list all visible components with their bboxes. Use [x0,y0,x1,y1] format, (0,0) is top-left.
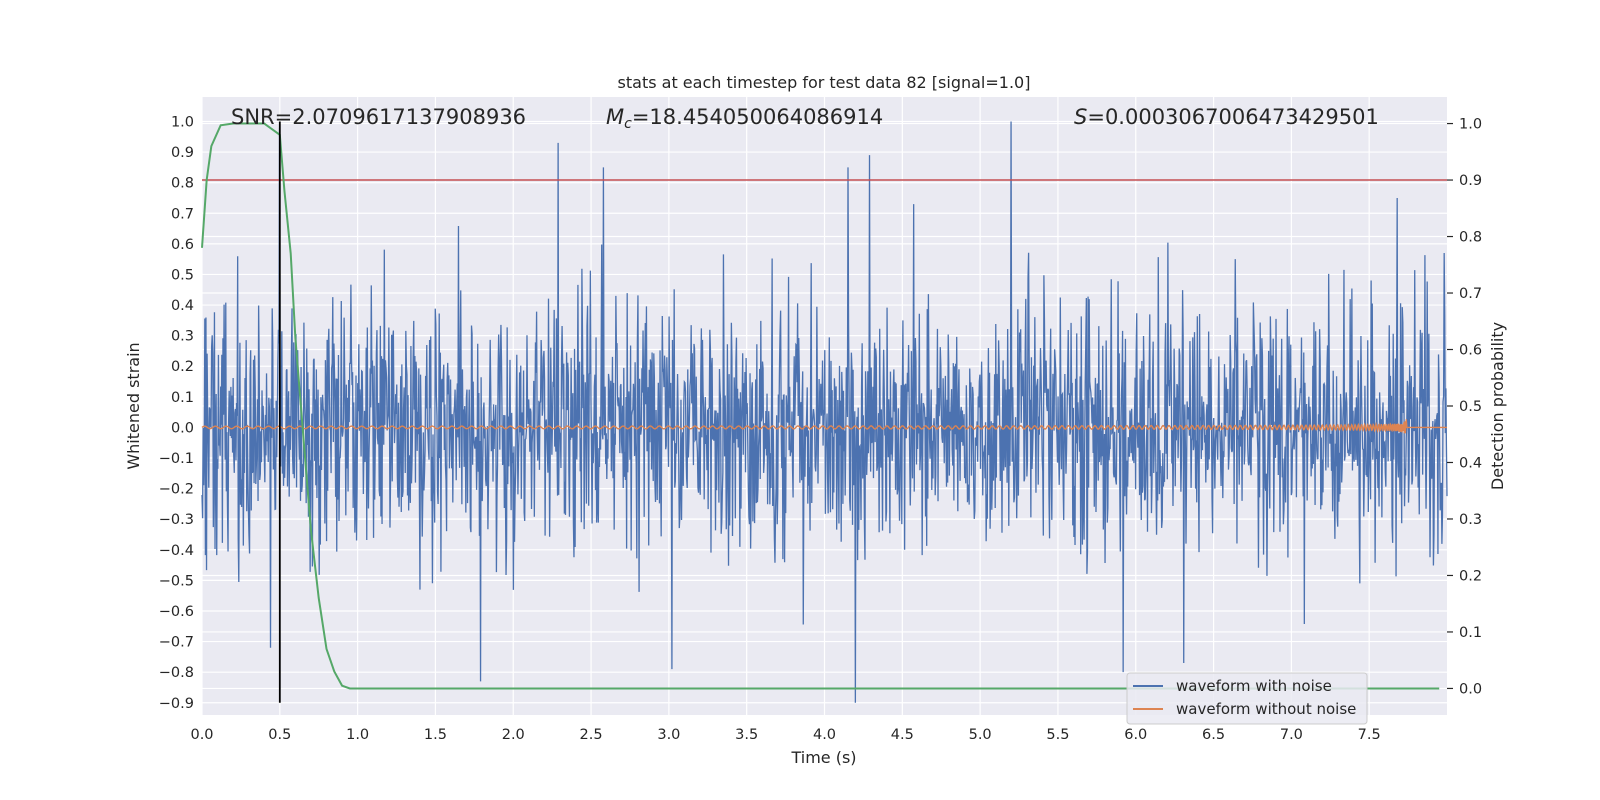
y-axis-title: Whitened strain [124,342,143,469]
chirp-mass-value: =18.454050064086914 [632,105,883,129]
x-tick-label: 6.5 [1202,727,1225,743]
s-symbol: S [1074,105,1087,129]
snr-stat: SNR=2.0709617137908936 [231,105,526,129]
waveform-without-noise-line [201,419,1447,434]
s-value: =0.0003067006473429501 [1087,105,1379,129]
x-tick-label: 2.5 [580,727,603,743]
legend-box [1126,672,1368,725]
y-tick-label: −0.9 [159,696,194,712]
y-tick-label: −0.3 [159,512,194,528]
y2-tick-label: 0.0 [1459,681,1482,697]
y-tick-label: −0.6 [159,604,194,620]
y-tick-label: 0.6 [171,237,194,253]
ticks: 0.0 0.5 1.0 1.5 2.0 2.5 3.0 3.5 4.0 4.5 5.0 5.5 6.0 6… [159,114,1482,743]
y2-tick-label: 0.4 [1459,455,1482,471]
y2-tick-label: 0.1 [1459,625,1482,641]
y-tick-label: 0.2 [171,359,194,375]
y-tick-label: −0.1 [159,451,194,467]
x-tick-label: 7.0 [1280,727,1303,743]
x-tick-label: 7.5 [1358,727,1381,743]
y2-tick-label: 0.2 [1459,568,1482,584]
y-tick-label: 0.0 [171,420,194,436]
chirp-mass-symbol: M [606,105,624,129]
y-tick-label: 0.8 [171,176,194,192]
y-tick-label: −0.8 [159,665,194,681]
waveform-with-noise-line [201,121,1448,703]
y-tick-label: 0.7 [171,206,194,222]
y2-tick-label: 0.8 [1459,230,1482,246]
chirp-mass-stat: Mc=18.454050064086914 [606,105,883,132]
y-tick-label: 0.4 [171,298,194,314]
x-tick-label: 1.5 [424,727,447,743]
x-tick-label: 4.5 [891,727,914,743]
x-tick-label: 6.0 [1124,727,1147,743]
x-tick-label: 0.5 [268,727,291,743]
chart-title: stats at each timestep for test data 82 … [618,73,1031,92]
y2-tick-label: 0.3 [1459,512,1482,528]
x-tick-label: 3.0 [657,727,680,743]
y-tick-label: 0.1 [171,390,194,406]
y-tick-label: 1.0 [171,114,194,130]
y-tick-label: −0.5 [159,573,194,589]
x-tick-label: 2.0 [502,727,525,743]
legend-label-noise: waveform with noise [1176,677,1332,695]
waveform-without-noise-series [201,419,1447,434]
y2-tick-label: 0.6 [1459,343,1482,359]
y2-tick-label: 1.0 [1459,117,1482,133]
y2-axis-title: Detection probability [1488,322,1507,490]
y2-tick-label: 0.7 [1459,286,1482,302]
y-tick-label: −0.7 [159,635,194,651]
x-tick-label: 3.5 [735,727,758,743]
overlay-lines [201,121,1447,703]
waveform-with-noise-series [201,121,1448,703]
x-tick-label: 0.0 [190,727,213,743]
x-tick-label: 4.0 [813,727,836,743]
s-stat: S=0.0003067006473429501 [1074,105,1379,129]
y-tick-label: 0.5 [171,267,194,283]
y-tick-label: −0.4 [159,543,194,559]
x-tick-label: 1.0 [346,727,369,743]
x-axis-title: Time (s) [790,748,856,767]
x-tick-label: 5.0 [969,727,992,743]
y-tick-label: 0.3 [171,329,194,345]
chirp-mass-subscript: c [624,116,632,132]
y-tick-label: 0.9 [171,145,194,161]
x-tick-label: 5.5 [1046,727,1069,743]
y2-tick-label: 0.5 [1459,399,1482,415]
y2-tick-label: 0.9 [1459,173,1482,189]
legend-label-clean: waveform without noise [1176,700,1356,718]
detection-probability-line [201,122,1440,690]
legend: waveform with noise waveform without noi… [1126,672,1368,725]
y-tick-label: −0.2 [159,482,194,498]
